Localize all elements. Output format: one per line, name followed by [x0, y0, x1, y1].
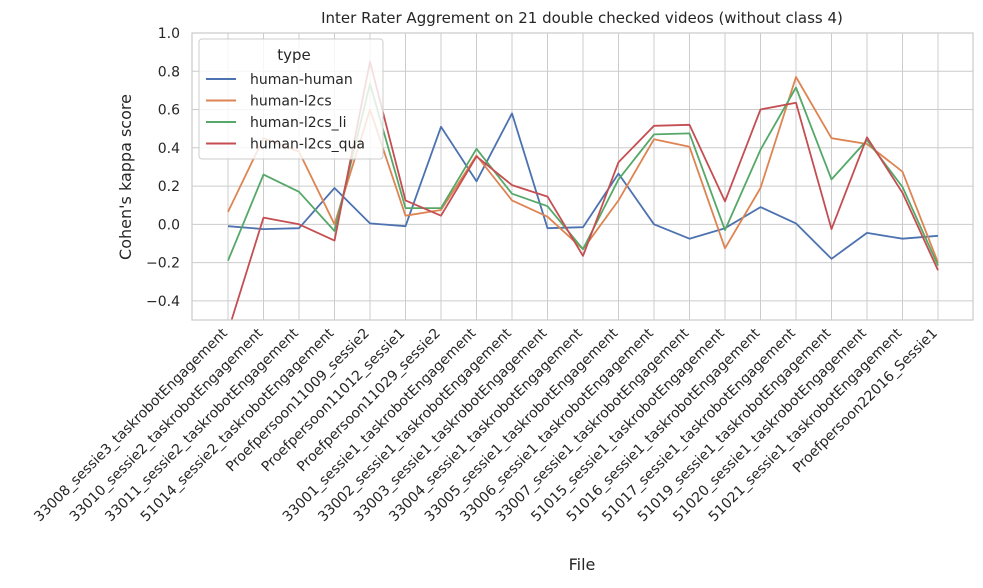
- series-line-human-l2cs_qua: [230, 60, 939, 320]
- x-axis-label: File: [569, 555, 596, 574]
- legend: type human-human human-l2cs human-l2cs_lih…: [198, 38, 384, 160]
- y-tick-label: 0.6: [158, 103, 180, 119]
- legend-label: human-l2cs: [250, 94, 332, 110]
- y-tick-labels: −0.4 −0.2 0.0 0.2 0.4 0.6 0.8 1.0: [146, 26, 180, 310]
- legend-box: [198, 38, 384, 160]
- chart-title: Inter Rater Aggrement on 21 double check…: [321, 9, 843, 27]
- legend-label: human-human: [250, 72, 353, 88]
- y-axis-label: Cohen's kappa score: [116, 94, 135, 260]
- y-tick-label: 1.0: [158, 26, 180, 42]
- y-tick-label: −0.2: [146, 256, 180, 272]
- legend-title: type: [277, 46, 311, 64]
- legend-label: human-l2cs_qua: [250, 137, 365, 153]
- y-tick-label: 0.2: [158, 179, 180, 195]
- series-line-human-human: [227, 112, 939, 260]
- y-tick-label: 0.0: [158, 217, 180, 233]
- plot-frame: [191, 32, 974, 321]
- y-tick-label: 0.8: [158, 64, 180, 80]
- x-tick-labels: 33008_sessie3_taskrobotEngagement33010_s…: [31, 325, 941, 525]
- y-tick-label: 0.4: [158, 141, 180, 157]
- series-lines: [227, 60, 939, 320]
- y-tick-label: −0.4: [146, 294, 180, 310]
- legend-label: human-l2cs_li: [250, 115, 346, 131]
